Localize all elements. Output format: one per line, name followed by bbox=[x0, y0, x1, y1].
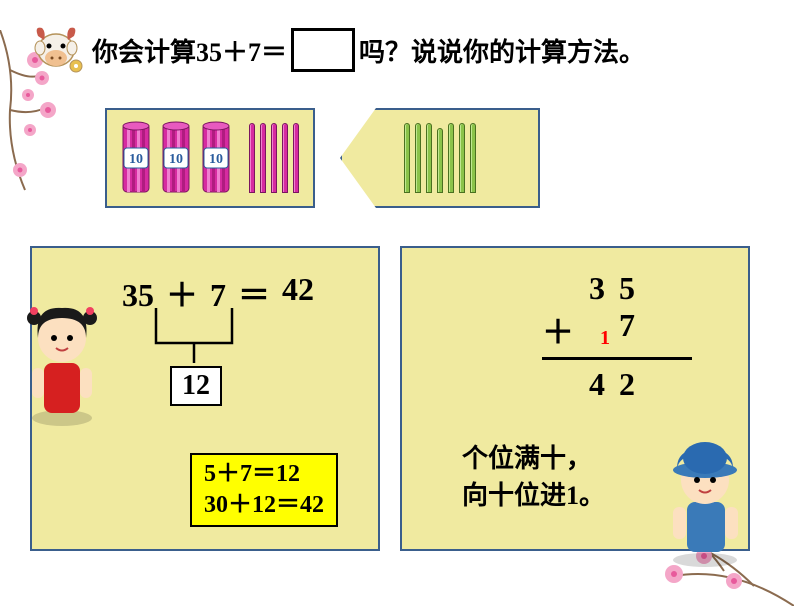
vc-top-tens: 3 bbox=[582, 270, 612, 307]
svg-text:10: 10 bbox=[129, 152, 143, 167]
svg-text:10: 10 bbox=[209, 152, 223, 167]
explanation-area: 35 ＋ 7 ＝ 42 12 5＋7＝12 30＋12＝42 3 5 ＋ 1 bbox=[30, 246, 750, 551]
eq-result: 42 bbox=[282, 271, 314, 307]
loose-sticks-5 bbox=[249, 123, 299, 193]
horizontal-method-panel: 35 ＋ 7 ＝ 42 12 5＋7＝12 30＋12＝42 bbox=[30, 246, 380, 551]
question-prefix: 你会计算35＋7＝ bbox=[92, 32, 287, 69]
question-suffix: 吗？说说你的计算方法。 bbox=[359, 32, 645, 69]
vc-carry: 1 bbox=[600, 327, 610, 349]
vc-plus: ＋ bbox=[542, 307, 582, 353]
step-line1: 5＋7＝12 bbox=[204, 459, 324, 490]
decomposition-bracket bbox=[144, 308, 274, 363]
bundle-10: 10 bbox=[121, 120, 151, 196]
vertical-calculation: 3 5 ＋ 1 7 4 2 bbox=[542, 270, 692, 403]
explanation-text: 个位满十， 向十位进1。 bbox=[462, 441, 605, 514]
boy-character-icon bbox=[653, 432, 758, 567]
loose-sticks-7 bbox=[404, 123, 476, 193]
step-line2: 30＋12＝42 bbox=[204, 490, 324, 521]
svg-text:10: 10 bbox=[169, 152, 183, 167]
cow-mascot-icon bbox=[28, 18, 83, 73]
counting-sticks-area: 10 10 10 bbox=[105, 108, 540, 208]
explain-line1: 个位满十， bbox=[462, 441, 605, 477]
partial-sum-box: 12 bbox=[170, 366, 222, 406]
steps-callout: 5＋7＝12 30＋12＝42 bbox=[190, 453, 338, 527]
bundle-10: 10 bbox=[201, 120, 231, 196]
question-text: 你会计算35＋7＝ 吗？说说你的计算方法。 bbox=[92, 28, 645, 72]
explain-line2: 向十位进1。 bbox=[462, 478, 605, 514]
vc-result-ones: 2 bbox=[612, 366, 642, 403]
vc-bottom-ones: 7 bbox=[612, 307, 642, 353]
vertical-method-panel: 3 5 ＋ 1 7 4 2 个位满十， 向十位进1。 bbox=[400, 246, 750, 551]
sticks-card-35: 10 10 10 bbox=[105, 108, 315, 208]
vc-line bbox=[542, 357, 692, 360]
vc-top-ones: 5 bbox=[612, 270, 642, 307]
bundle-10: 10 bbox=[161, 120, 191, 196]
answer-blank-box bbox=[291, 28, 355, 72]
partial-sum-value: 12 bbox=[182, 370, 210, 401]
girl-character-icon bbox=[14, 298, 109, 428]
vc-result-tens: 4 bbox=[582, 366, 612, 403]
sticks-card-7-arrow bbox=[340, 108, 540, 208]
